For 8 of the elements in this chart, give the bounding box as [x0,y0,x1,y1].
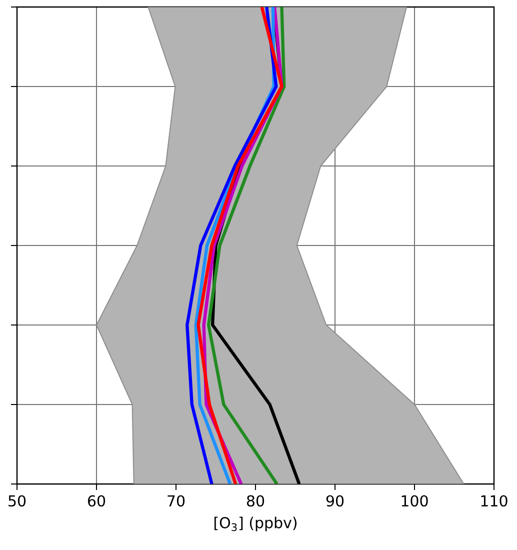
x-tick-label: 110 [481,495,508,507]
x-tick-label: 60 [88,495,106,507]
x-tick-label: 70 [168,495,185,507]
x-axis-title: [O$_{3}$] (ppbv) [214,516,297,532]
x-tick-label: 100 [402,495,428,507]
x-tick-label: 90 [326,495,344,507]
x-tick-label: 50 [8,495,26,507]
x-tick-label: 80 [246,495,264,507]
